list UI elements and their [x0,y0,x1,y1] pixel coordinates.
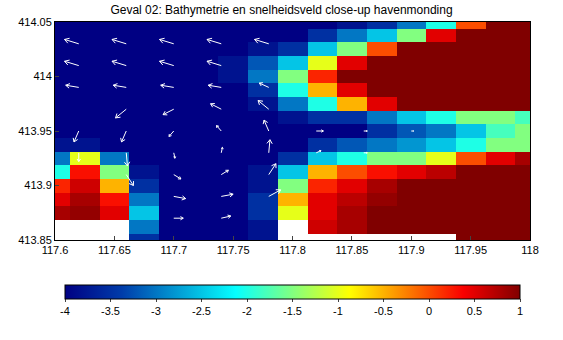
svg-text:-2.5: -2.5 [192,305,211,317]
svg-text:117.7: 117.7 [160,244,187,256]
svg-text:414: 414 [33,70,51,82]
svg-text:118: 118 [521,244,539,256]
svg-text:117.75: 117.75 [217,244,250,256]
svg-text:-0.5: -0.5 [374,305,393,317]
svg-text:117.9: 117.9 [398,244,425,256]
svg-text:-3.5: -3.5 [101,305,120,317]
svg-text:-1: -1 [333,305,343,317]
svg-text:413.9: 413.9 [24,179,52,191]
svg-text:117.6: 117.6 [42,244,69,256]
svg-text:-4: -4 [60,305,70,317]
svg-text:117.65: 117.65 [98,244,131,256]
svg-text:-1.5: -1.5 [283,305,302,317]
svg-text:117.8: 117.8 [279,244,306,256]
svg-text:Geval 02: Bathymetrie en snelh: Geval 02: Bathymetrie en snelheidsveld c… [110,3,452,17]
svg-text:-3: -3 [151,305,161,317]
svg-text:413.95: 413.95 [18,125,52,137]
svg-text:117.85: 117.85 [335,244,368,256]
svg-text:0: 0 [426,305,432,317]
svg-text:414.05: 414.05 [18,16,52,28]
svg-text:117.95: 117.95 [454,244,487,256]
svg-text:-2: -2 [242,305,252,317]
svg-text:0.5: 0.5 [467,305,482,317]
svg-text:1: 1 [517,305,523,317]
svg-text:413.85: 413.85 [18,234,52,246]
